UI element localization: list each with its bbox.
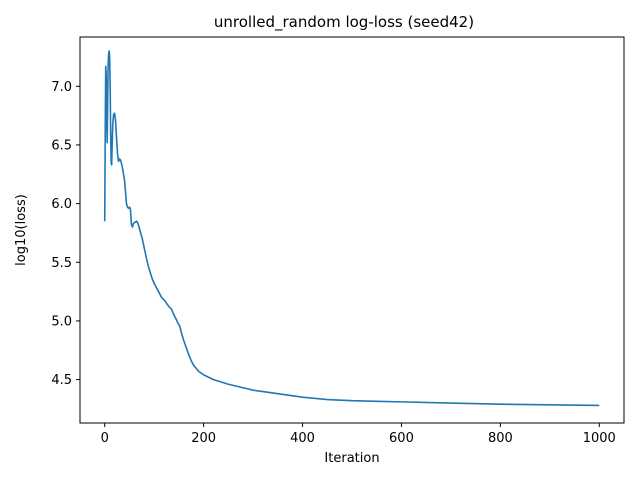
y-tick-label: 4.5 xyxy=(51,373,72,388)
x-tick-label: 1000 xyxy=(583,431,616,446)
chart-title: unrolled_random log-loss (seed42) xyxy=(214,13,474,32)
y-axis-ticks: 4.5 5.0 5.5 6.0 6.5 7.0 xyxy=(51,80,80,388)
x-axis-ticks: 0 200 400 600 800 1000 xyxy=(101,423,616,446)
y-tick-label: 5.5 xyxy=(51,256,72,271)
x-tick-label: 800 xyxy=(488,431,513,446)
x-axis-label: Iteration xyxy=(324,451,379,466)
y-axis-label: log10(loss) xyxy=(14,194,29,266)
plot-frame xyxy=(79,36,625,424)
y-tick-label: 5.0 xyxy=(51,314,72,329)
y-tick-label: 6.5 xyxy=(51,138,72,153)
x-tick-label: 600 xyxy=(389,431,414,446)
x-tick-label: 400 xyxy=(290,431,315,446)
series-line-0 xyxy=(103,50,600,407)
y-tick-label: 6.0 xyxy=(51,197,72,212)
x-tick-label: 200 xyxy=(191,431,216,446)
plot-area xyxy=(103,50,600,407)
y-tick-label: 7.0 xyxy=(51,80,72,95)
x-tick-label: 0 xyxy=(101,431,109,446)
